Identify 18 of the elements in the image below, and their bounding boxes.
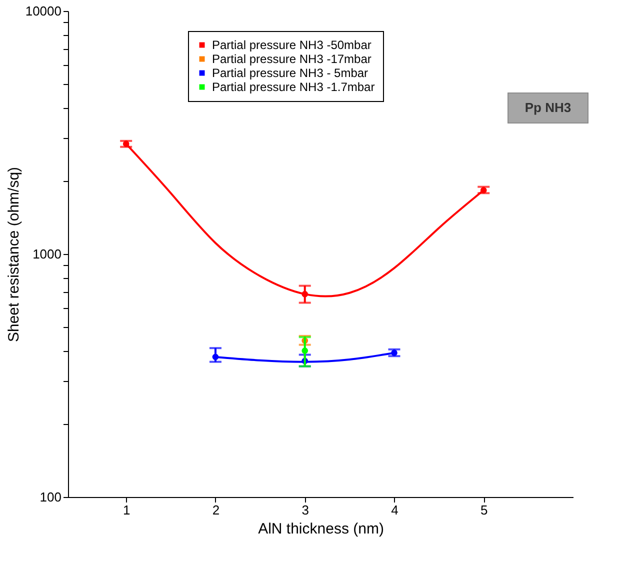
y-axis-title: Sheet resistance (ohm/sq) bbox=[5, 166, 22, 342]
x-axis-title: AlN thickness (nm) bbox=[258, 520, 384, 538]
x-tick-label: 3 bbox=[302, 502, 309, 518]
x-tick-label: 5 bbox=[480, 502, 488, 518]
point bbox=[302, 290, 308, 298]
point bbox=[212, 354, 219, 360]
y-tick-label: 1000 bbox=[32, 246, 62, 262]
point bbox=[302, 348, 308, 354]
legend-label: Partial pressure NH3 -50mbar bbox=[212, 38, 372, 52]
x-tick-label: 1 bbox=[122, 502, 130, 518]
y-tick-label: 100 bbox=[40, 490, 62, 504]
legend-label: Partial pressure NH3 -1.7mbar bbox=[212, 80, 375, 94]
annotation: Pp NH3 bbox=[524, 100, 572, 115]
legend-label: Partial pressure NH3 -17mbar bbox=[212, 52, 372, 66]
x-tick-label: 2 bbox=[212, 502, 220, 518]
y-tick-label: 10000 bbox=[25, 4, 62, 18]
x-tick-label: 4 bbox=[391, 502, 398, 518]
legend-label: Partial pressure NH3 - 5mbar bbox=[212, 66, 368, 80]
